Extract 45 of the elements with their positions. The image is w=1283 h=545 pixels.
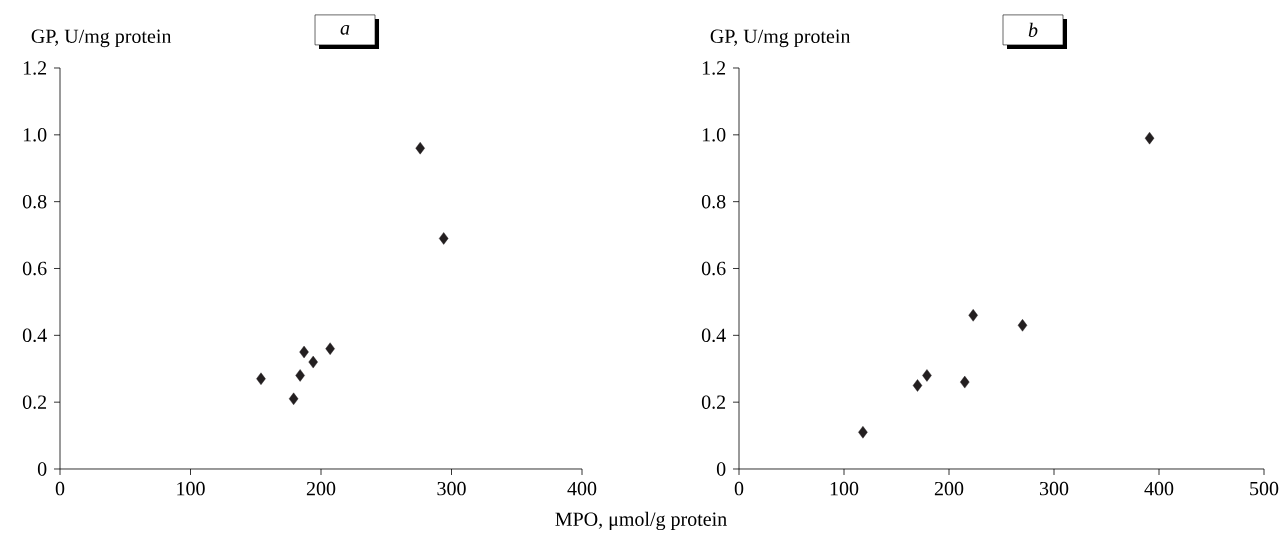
point xyxy=(1017,319,1028,332)
y-tick-label: 0 xyxy=(716,462,726,476)
y-tick-label: 0.2 xyxy=(701,395,726,409)
x-tick-label: 0 xyxy=(55,481,65,496)
x-tick-label: 300 xyxy=(437,481,466,496)
y-tick-label: 0 xyxy=(37,462,47,476)
y-tick-label: 1.0 xyxy=(23,128,47,142)
y-tick-label: 0.2 xyxy=(22,395,47,409)
y-tick-label: 0.6 xyxy=(22,261,47,276)
point xyxy=(912,379,923,392)
point xyxy=(256,372,266,385)
x-tick-label: 200 xyxy=(306,481,336,496)
y-tick-label: 0.8 xyxy=(701,194,726,209)
y-tick-label: 1.0 xyxy=(702,128,726,142)
point xyxy=(968,309,978,322)
chart-title: a xyxy=(340,25,350,35)
x-axis-title: MPO, μmol/g protein xyxy=(555,511,727,531)
y-axis-title: GP, U/mg protein xyxy=(31,29,172,48)
x-tick-label: 0 xyxy=(734,481,744,496)
point xyxy=(922,369,932,382)
point xyxy=(1144,131,1155,145)
y-tick-label: 0.4 xyxy=(701,328,726,343)
x-tick-label: 200 xyxy=(934,481,964,496)
y-tick-label: 0.4 xyxy=(22,328,47,343)
x-tick-label: 500 xyxy=(1250,481,1279,496)
point xyxy=(960,375,970,389)
point xyxy=(858,426,868,439)
point xyxy=(415,142,425,155)
point xyxy=(295,369,305,382)
y-tick-label: 0.8 xyxy=(22,194,47,209)
point xyxy=(308,355,318,369)
x-tick-label: 100 xyxy=(177,481,205,496)
x-tick-label: 400 xyxy=(1144,481,1174,496)
x-tick-label: 100 xyxy=(830,481,859,496)
x-tick-label: 300 xyxy=(1039,481,1069,496)
y-tick-label: 1.2 xyxy=(23,61,47,75)
chart-title: b xyxy=(1028,22,1038,37)
y-tick-label: 0.6 xyxy=(701,261,726,276)
point xyxy=(288,392,299,406)
x-tick-label: 400 xyxy=(567,481,597,496)
point xyxy=(299,345,309,359)
point xyxy=(438,232,449,245)
point xyxy=(325,342,335,355)
y-axis-title: GP, U/mg protein xyxy=(710,29,851,48)
y-tick-label: 1.2 xyxy=(702,61,726,75)
